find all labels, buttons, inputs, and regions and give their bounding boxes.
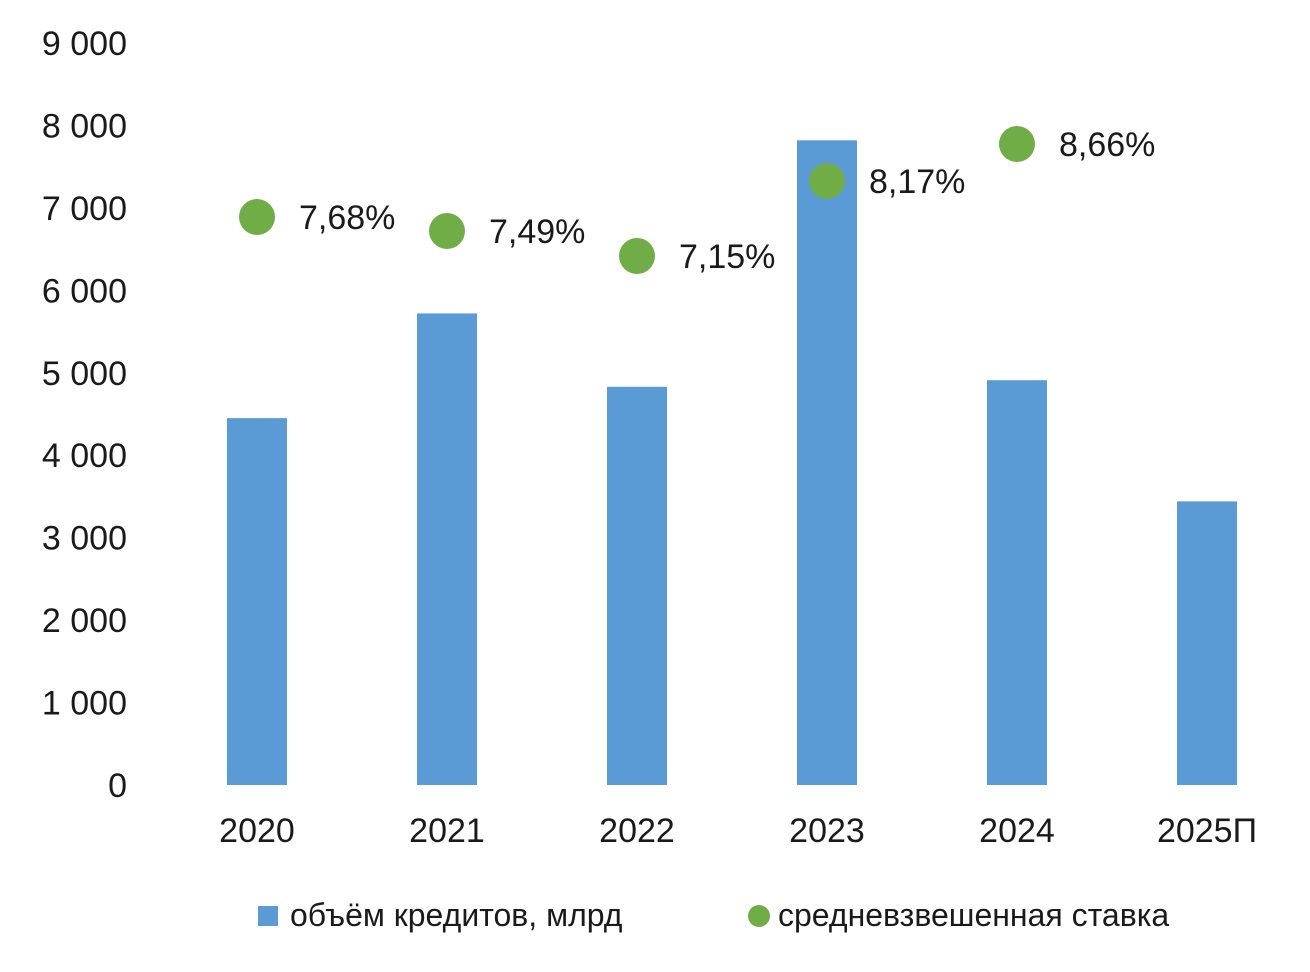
legend-item-rate: средневзвешенная ставка xyxy=(748,897,1169,933)
legend-swatch-rate xyxy=(748,905,770,927)
bar-2021 xyxy=(417,313,477,785)
legend: объём кредитов, млрд средневзвешенная ст… xyxy=(258,897,1169,933)
y-tick-label: 1 000 xyxy=(42,685,127,723)
x-tick-label: 2025П xyxy=(1157,812,1257,850)
legend-swatch-volume xyxy=(258,906,278,926)
x-tick-label: 2021 xyxy=(409,812,485,850)
rate-point-2021 xyxy=(429,213,465,249)
y-axis: 0 1 000 2 000 3 000 4 000 5 000 6 000 7 000 8 00… xyxy=(42,25,127,805)
y-tick-label: 8 000 xyxy=(42,107,127,145)
bar-2020 xyxy=(227,418,287,785)
legend-label-rate: средневзвешенная ставка xyxy=(778,897,1169,933)
bar-2025П xyxy=(1177,501,1237,785)
x-tick-label: 2020 xyxy=(219,812,295,850)
y-tick-label: 3 000 xyxy=(42,520,127,558)
y-tick-label: 5 000 xyxy=(42,355,127,393)
rate-label-2023: 8,17% xyxy=(869,163,965,201)
bar-series xyxy=(227,140,1237,786)
bar-2022 xyxy=(607,386,667,785)
y-tick-label: 0 xyxy=(108,767,127,805)
rate-point-2020 xyxy=(239,199,275,235)
bar-2023 xyxy=(797,140,857,786)
rate-point-2023 xyxy=(809,163,845,199)
rate-label-2020: 7,68% xyxy=(299,199,395,237)
y-tick-label: 4 000 xyxy=(42,437,127,475)
y-tick-label: 9 000 xyxy=(42,25,127,63)
rate-point-2022 xyxy=(619,238,655,274)
rate-point-2024 xyxy=(999,126,1035,162)
bar-2024 xyxy=(987,380,1047,785)
rate-label-2024: 8,66% xyxy=(1059,126,1155,164)
y-tick-label: 7 000 xyxy=(42,190,127,228)
rate-label-2022: 7,15% xyxy=(679,238,775,276)
y-tick-label: 6 000 xyxy=(42,272,127,310)
legend-item-volume: объём кредитов, млрд xyxy=(258,897,623,933)
rate-series: 7,68% 7,49% 7,15% 8,17% 8,66% xyxy=(239,126,1155,276)
y-tick-label: 2 000 xyxy=(42,602,127,640)
x-axis: 2020 2021 2022 2023 2024 2025П xyxy=(219,812,1257,850)
rate-label-2021: 7,49% xyxy=(489,213,585,251)
x-tick-label: 2024 xyxy=(979,812,1055,850)
x-tick-label: 2023 xyxy=(789,812,865,850)
x-tick-label: 2022 xyxy=(599,812,675,850)
legend-label-volume: объём кредитов, млрд xyxy=(290,897,623,933)
